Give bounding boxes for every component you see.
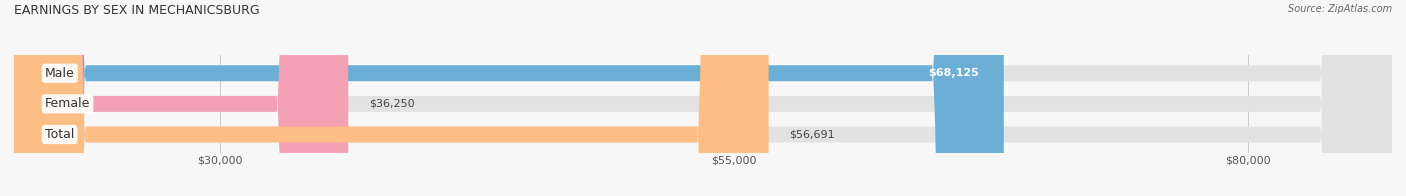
Text: $68,125: $68,125 [928,68,979,78]
FancyBboxPatch shape [14,0,1392,196]
Text: Female: Female [45,97,90,110]
FancyBboxPatch shape [14,0,1004,196]
Text: $36,250: $36,250 [368,99,415,109]
Text: EARNINGS BY SEX IN MECHANICSBURG: EARNINGS BY SEX IN MECHANICSBURG [14,4,260,17]
FancyBboxPatch shape [14,0,769,196]
FancyBboxPatch shape [14,0,1392,196]
FancyBboxPatch shape [14,0,1392,196]
Text: Total: Total [45,128,75,141]
Text: Male: Male [45,67,75,80]
Text: $56,691: $56,691 [789,130,835,140]
FancyBboxPatch shape [14,0,349,196]
Text: Source: ZipAtlas.com: Source: ZipAtlas.com [1288,4,1392,14]
